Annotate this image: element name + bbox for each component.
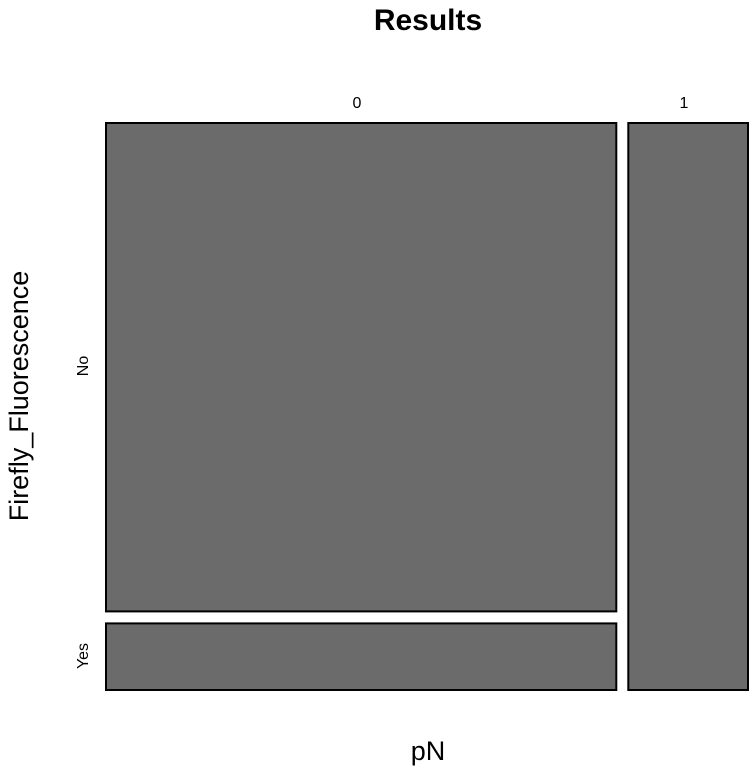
mosaic-tiles (105, 122, 749, 692)
x-tick-label-1: 1 (680, 95, 689, 112)
x-tick-label-0: 0 (353, 95, 362, 112)
chart-title: Results (374, 4, 482, 37)
tile-0-yes (105, 622, 618, 692)
x-axis-title: pN (411, 736, 446, 766)
y-axis-title: Firefly_Fluorescence (4, 271, 34, 522)
y-tick-label-yes: Yes (75, 643, 92, 669)
tile-1-no (627, 122, 749, 691)
y-tick-label-no: No (75, 356, 92, 377)
tile-0-no (105, 122, 618, 613)
